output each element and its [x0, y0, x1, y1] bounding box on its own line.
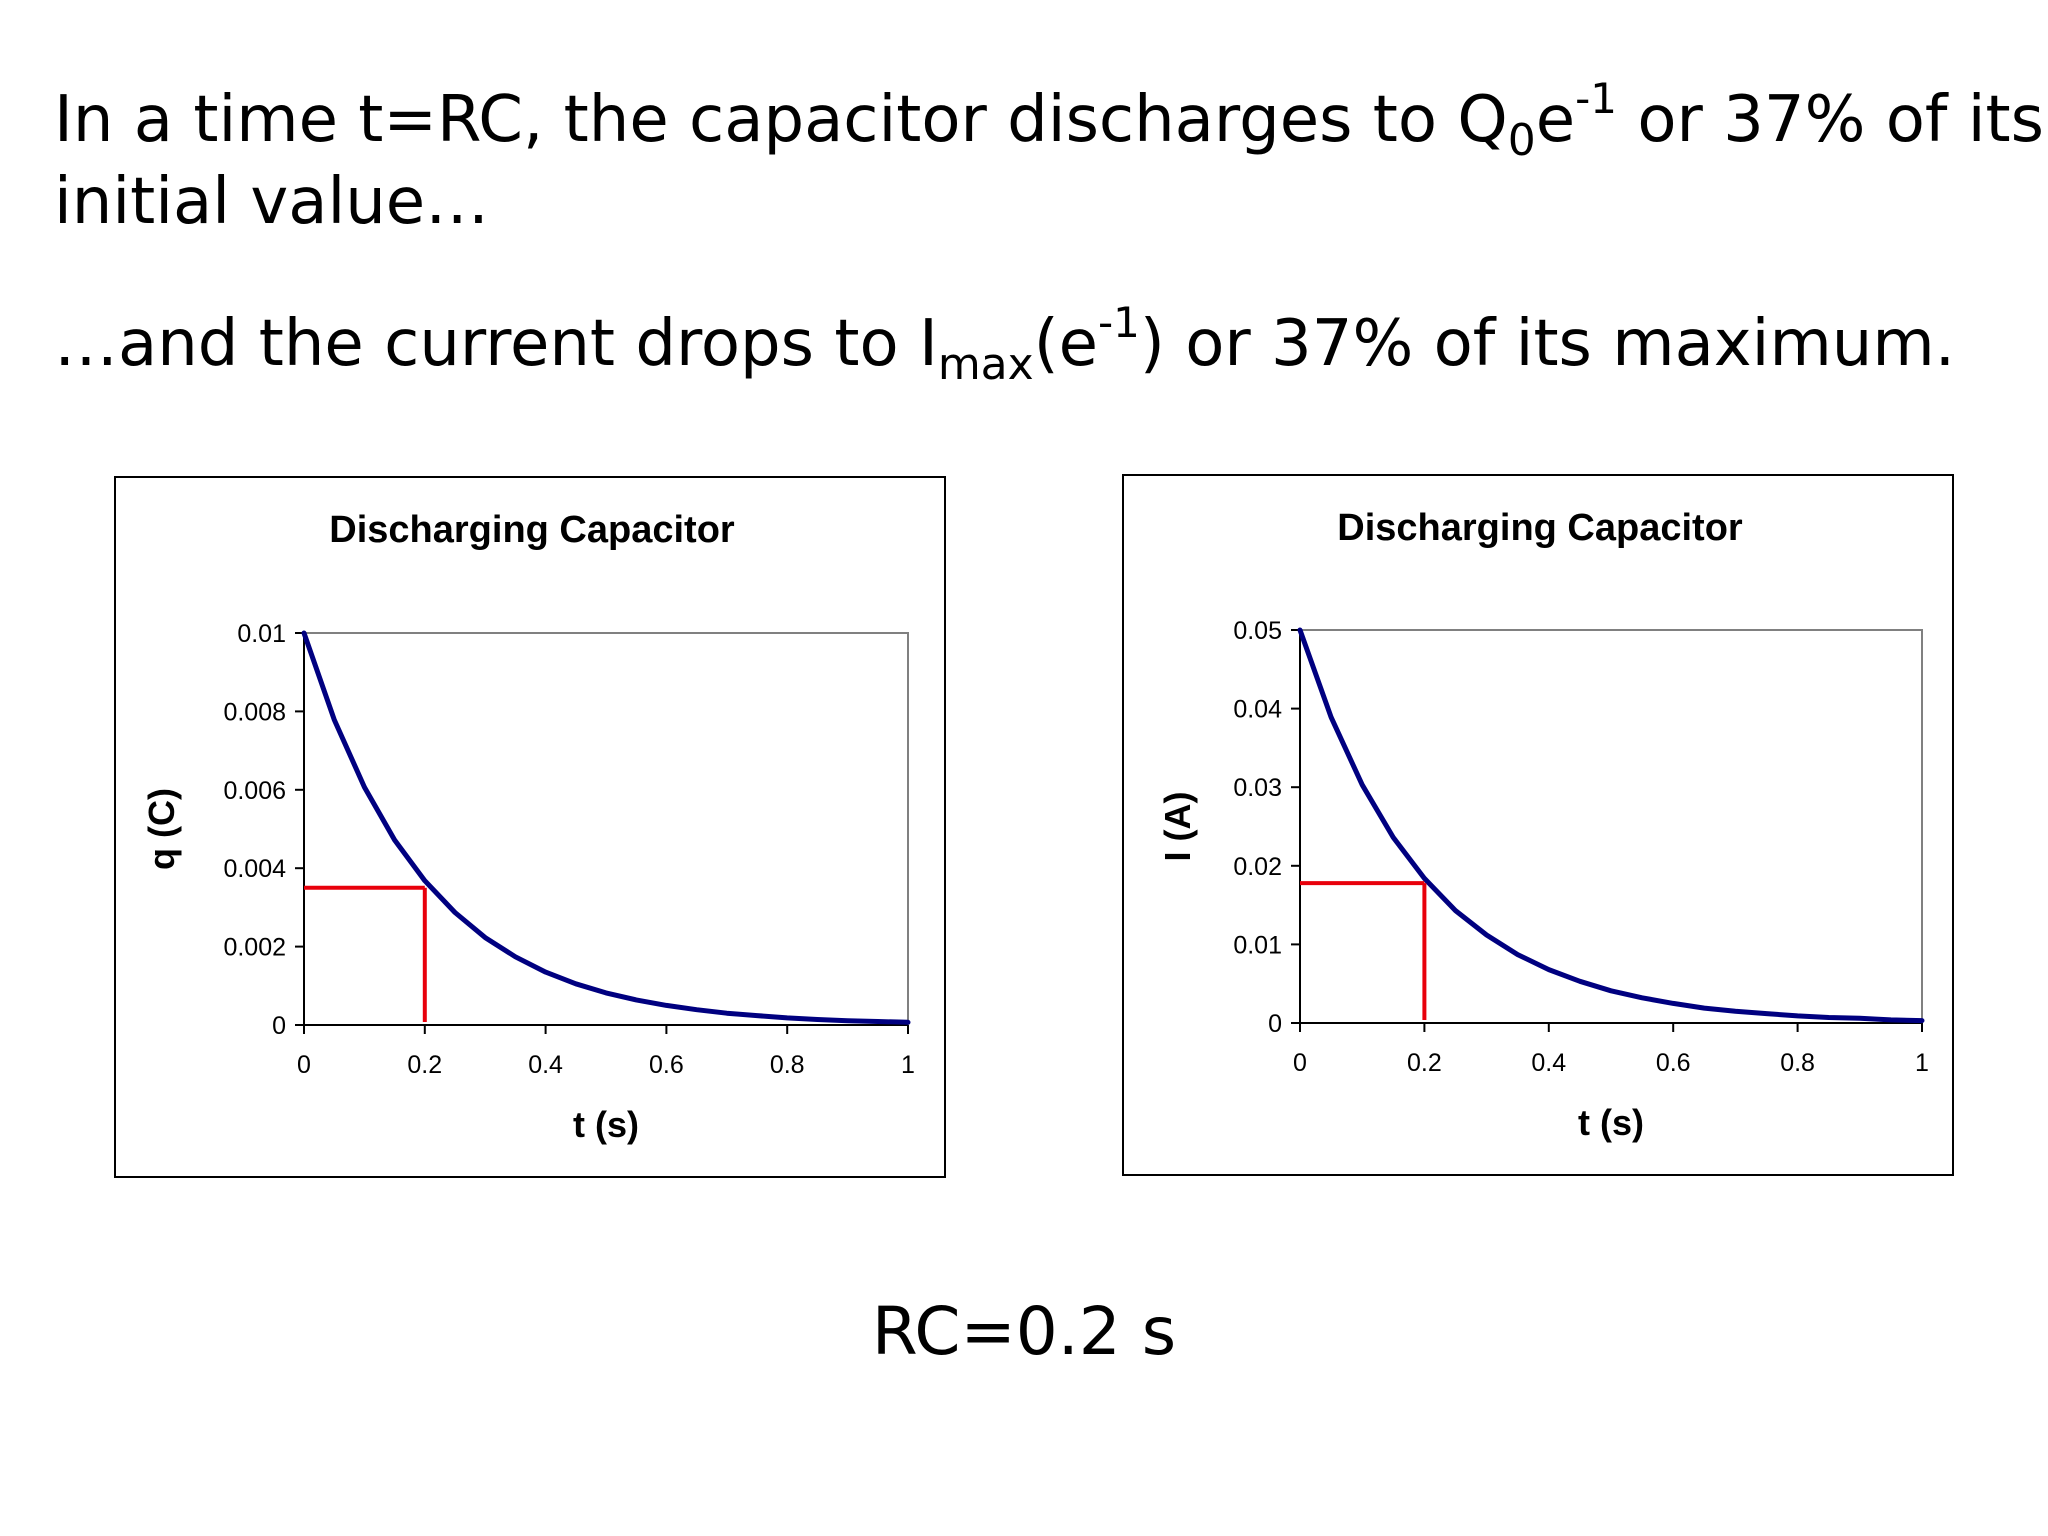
decay-curve-series-0 [301, 630, 911, 1025]
heading-line-1-superscript: -1 [1575, 74, 1617, 123]
y-tick-label: 0.002 [223, 934, 286, 962]
x-tick-label: 0.6 [649, 1051, 684, 1079]
heading-line-2-subscript: max [937, 339, 1034, 390]
x-tick-label: 0.8 [770, 1051, 805, 1079]
x-axis-label: t (s) [1578, 1102, 1644, 1143]
x-tick-label: 1 [901, 1051, 915, 1079]
charge-chart-frame: Discharging Capacitor 0 0.002 0.004 0.006 0.0… [114, 476, 946, 1178]
chart-title: Discharging Capacitor [329, 509, 735, 551]
heading-line-1-part-b: e [1535, 83, 1576, 157]
y-tick-label: 0 [1268, 1010, 1282, 1038]
current-chart-frame: Discharging Capacitor 0 0.01 0.02 0.03 0.04 0.… [1122, 474, 1954, 1176]
heading-line-1-part-c: or 37% of its [1616, 83, 2044, 157]
y-tick-label: 0.008 [223, 698, 286, 726]
y-tick-label: 0.01 [237, 620, 286, 648]
x-tick-label: 0.2 [1407, 1049, 1442, 1077]
x-tick-label: 0 [297, 1051, 311, 1079]
heading-line-1-subscript: 0 [1507, 115, 1536, 166]
plot-area [303, 632, 909, 1026]
current-chart: Discharging Capacitor 0 0.01 0.02 0.03 0.04 0.… [1157, 507, 1929, 1143]
y-tick-label: 0.05 [1233, 617, 1282, 645]
decay-curve-series-0 [1297, 627, 1925, 1024]
heading-line-1: In a time t=RC, the capacitor discharges… [54, 74, 2044, 166]
charge-chart: Discharging Capacitor 0 0.002 0.004 0.006 0.0… [141, 509, 915, 1145]
x-axis-label: t (s) [573, 1104, 639, 1145]
heading-line-2-part-c: ) or 37% of its maximum. [1139, 307, 1956, 381]
y-tick-label: 0.004 [223, 855, 286, 883]
rc-value-label: RC=0.2 s [871, 1293, 1177, 1370]
x-tick-label: 0.2 [407, 1051, 442, 1079]
y-tick-label: 0.01 [1233, 931, 1282, 959]
x-tick-label: 0.4 [1531, 1049, 1566, 1077]
heading-line-2-part-a: …and the current drops to I [54, 307, 938, 381]
x-tick-label: 1 [1915, 1049, 1929, 1077]
heading-line-2-superscript: -1 [1098, 298, 1140, 347]
y-tick-label: 0.03 [1233, 774, 1282, 802]
chart-title: Discharging Capacitor [1337, 507, 1743, 549]
y-axis-label: I (A) [1157, 792, 1198, 862]
x-tick-label: 0.8 [1780, 1049, 1815, 1077]
heading-line-2-part-b: (e [1033, 307, 1099, 381]
y-tick-label: 0.04 [1233, 696, 1282, 724]
heading-line-2: …and the current drops to Imax(e-1) or 3… [54, 298, 1956, 390]
heading-line-1-continuation: initial value… [54, 165, 490, 239]
x-tick-label: 0.6 [1656, 1049, 1691, 1077]
heading-line-1-part-a: In a time t=RC, the capacitor discharges… [54, 83, 1508, 157]
plot-area [1299, 629, 1923, 1024]
x-tick-label: 0 [1293, 1049, 1307, 1077]
y-tick-label: 0 [272, 1012, 286, 1040]
y-tick-label: 0.006 [223, 777, 286, 805]
y-axis-label: q (C) [141, 788, 182, 870]
x-tick-label: 0.4 [528, 1051, 563, 1079]
y-tick-label: 0.02 [1233, 853, 1282, 881]
